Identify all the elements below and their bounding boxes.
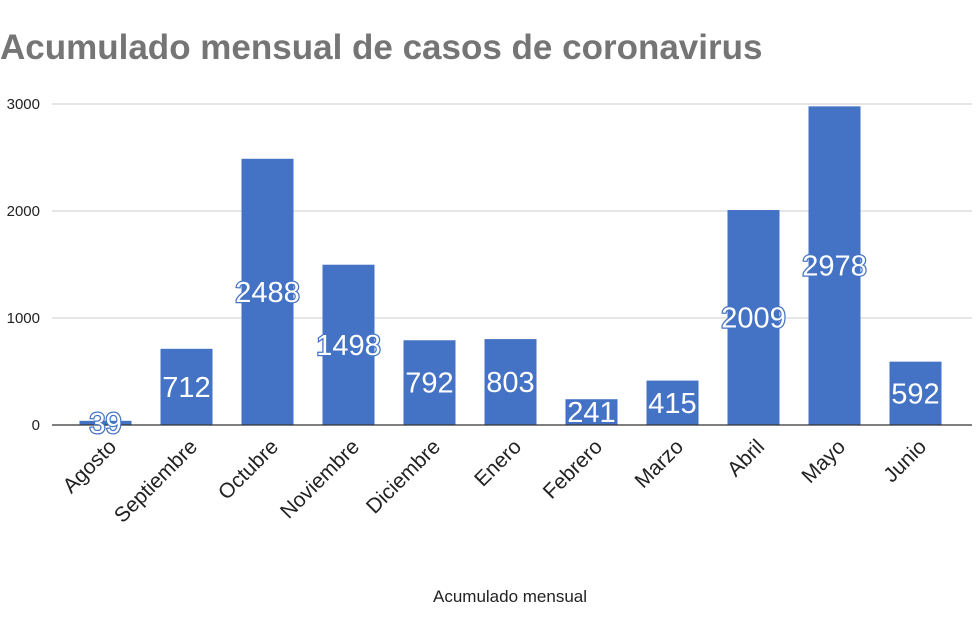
data-label: 1498 bbox=[316, 330, 381, 362]
bar bbox=[484, 339, 537, 425]
y-tick-label: 1000 bbox=[7, 310, 40, 327]
bar bbox=[727, 210, 780, 425]
bar bbox=[808, 106, 861, 425]
bar bbox=[160, 348, 213, 425]
x-axis-title: Acumulado mensual bbox=[433, 587, 587, 606]
x-tick-label: Diciembre bbox=[362, 435, 445, 518]
data-label: 792 bbox=[405, 368, 453, 400]
data-label: 2488 bbox=[235, 277, 300, 309]
x-tick-label: Octubre bbox=[214, 435, 283, 504]
data-label: 803 bbox=[486, 367, 534, 399]
chart-title: Acumulado mensual de casos de coronaviru… bbox=[0, 28, 763, 67]
data-label: 2978 bbox=[802, 251, 867, 283]
x-tick-label: Agosto bbox=[59, 435, 122, 498]
x-tick-label: Septiembre bbox=[110, 435, 202, 527]
x-tick-label: Junio bbox=[879, 435, 931, 487]
bar bbox=[241, 158, 294, 425]
data-label: 415 bbox=[648, 388, 696, 420]
data-label: 2009 bbox=[721, 303, 786, 335]
x-tick-label: Enero bbox=[470, 435, 526, 491]
y-tick-label: 0 bbox=[32, 417, 40, 434]
bar bbox=[79, 420, 132, 425]
bar bbox=[403, 340, 456, 425]
x-tick-label: Febrero bbox=[539, 435, 607, 503]
bar bbox=[889, 361, 942, 425]
bar bbox=[646, 380, 699, 425]
data-label: 712 bbox=[162, 372, 210, 404]
x-tick-label: Marzo bbox=[631, 435, 689, 493]
bar bbox=[322, 264, 375, 425]
x-tick-label: Mayo bbox=[797, 435, 850, 488]
bar bbox=[565, 399, 618, 425]
data-label: 241 bbox=[567, 397, 615, 429]
y-tick-label: 3000 bbox=[7, 96, 40, 113]
y-tick-label: 2000 bbox=[7, 203, 40, 220]
data-label: 592 bbox=[891, 378, 939, 410]
x-tick-label: Noviembre bbox=[276, 435, 364, 523]
data-label: 39 bbox=[89, 408, 121, 440]
x-tick-label: Abril bbox=[723, 435, 769, 481]
